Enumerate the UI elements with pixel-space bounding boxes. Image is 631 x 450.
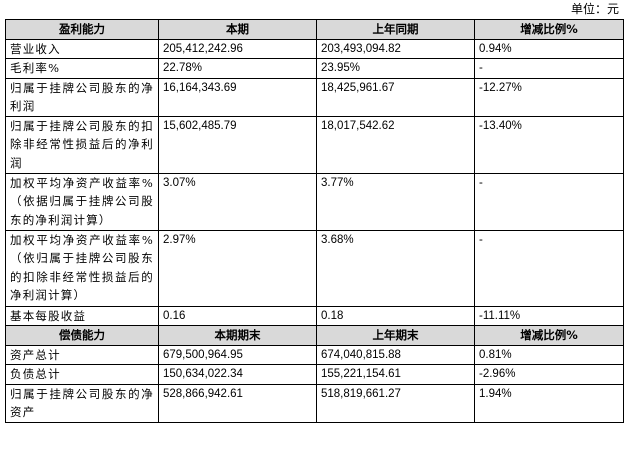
change-value: -13.40% — [474, 115, 624, 174]
change-value: - — [474, 172, 624, 231]
table-row: 营业收入 205,412,242.96 203,493,094.82 0.94% — [5, 38, 624, 59]
table-row: 归属于挂牌公司股东的扣除非经常性损益后的净利润 15,602,485.79 18… — [5, 115, 624, 174]
previous-value: 155,221,154.61 — [316, 364, 475, 385]
row-label: 加权平均净资产收益率%（依归属于挂牌公司股东的扣除非经常性损益后的净利润计算） — [5, 229, 159, 307]
current-value: 16,164,343.69 — [158, 77, 317, 117]
profit-header-row: 盈利能力 本期 上年同期 增减比例% — [5, 19, 624, 40]
financial-indicators-table: 盈利能力 本期 上年同期 增减比例% 营业收入 205,412,242.96 2… — [5, 19, 624, 423]
table-row: 归属于挂牌公司股东的净资产 528,866,942.61 518,819,661… — [5, 383, 624, 423]
previous-value: 3.77% — [316, 172, 475, 231]
table-row: 毛利率% 22.78% 23.95% - — [5, 58, 624, 79]
row-label: 加权平均净资产收益率%（依据归属于挂牌公司股东的净利润计算） — [5, 172, 159, 231]
header-change-ratio: 增减比例% — [474, 19, 624, 40]
header-profit-ability: 盈利能力 — [5, 19, 159, 40]
change-value: - — [474, 58, 624, 79]
previous-value: 674,040,815.88 — [316, 344, 475, 365]
change-value: 1.94% — [474, 383, 624, 423]
current-value: 679,500,964.95 — [158, 344, 317, 365]
change-value: 0.94% — [474, 38, 624, 59]
table-row: 基本每股收益 0.16 0.18 -11.11% — [5, 305, 624, 326]
current-value: 2.97% — [158, 229, 317, 307]
table-row: 资产总计 679,500,964.95 674,040,815.88 0.81% — [5, 344, 624, 365]
previous-value: 0.18 — [316, 305, 475, 326]
solvency-header-row: 偿债能力 本期期末 上年期末 增减比例% — [5, 325, 624, 346]
row-label: 归属于挂牌公司股东的净利润 — [5, 77, 159, 117]
previous-value: 3.68% — [316, 229, 475, 307]
previous-value: 23.95% — [316, 58, 475, 79]
current-value: 205,412,242.96 — [158, 38, 317, 59]
header-current-period: 本期 — [158, 19, 317, 40]
previous-value: 18,425,961.67 — [316, 77, 475, 117]
header-solvency: 偿债能力 — [5, 325, 159, 346]
previous-value: 18,017,542.62 — [316, 115, 475, 174]
previous-value: 518,819,661.27 — [316, 383, 475, 423]
row-label: 归属于挂牌公司股东的净资产 — [5, 383, 159, 423]
header-change-ratio: 增减比例% — [474, 325, 624, 346]
header-period-end: 本期期末 — [158, 325, 317, 346]
row-label: 营业收入 — [5, 38, 159, 59]
current-value: 22.78% — [158, 58, 317, 79]
header-previous-period-end: 上年期末 — [316, 325, 475, 346]
row-label: 资产总计 — [5, 344, 159, 365]
current-value: 3.07% — [158, 172, 317, 231]
change-value: -2.96% — [474, 364, 624, 385]
table-row: 加权平均净资产收益率%（依归属于挂牌公司股东的扣除非经常性损益后的净利润计算） … — [5, 229, 624, 307]
row-label: 负债总计 — [5, 364, 159, 385]
row-label: 基本每股收益 — [5, 305, 159, 326]
table-row: 负债总计 150,634,022.34 155,221,154.61 -2.96… — [5, 364, 624, 385]
row-label: 归属于挂牌公司股东的扣除非经常性损益后的净利润 — [5, 115, 159, 174]
table-row: 归属于挂牌公司股东的净利润 16,164,343.69 18,425,961.6… — [5, 77, 624, 117]
current-value: 528,866,942.61 — [158, 383, 317, 423]
row-label: 毛利率% — [5, 58, 159, 79]
change-value: -12.27% — [474, 77, 624, 117]
change-value: -11.11% — [474, 305, 624, 326]
header-previous-period: 上年同期 — [316, 19, 475, 40]
unit-label: 单位：元 — [570, 2, 619, 16]
current-value: 15,602,485.79 — [158, 115, 317, 174]
change-value: - — [474, 229, 624, 307]
change-value: 0.81% — [474, 344, 624, 365]
current-value: 150,634,022.34 — [158, 364, 317, 385]
previous-value: 203,493,094.82 — [316, 38, 475, 59]
table-row: 加权平均净资产收益率%（依据归属于挂牌公司股东的净利润计算） 3.07% 3.7… — [5, 172, 624, 231]
current-value: 0.16 — [158, 305, 317, 326]
